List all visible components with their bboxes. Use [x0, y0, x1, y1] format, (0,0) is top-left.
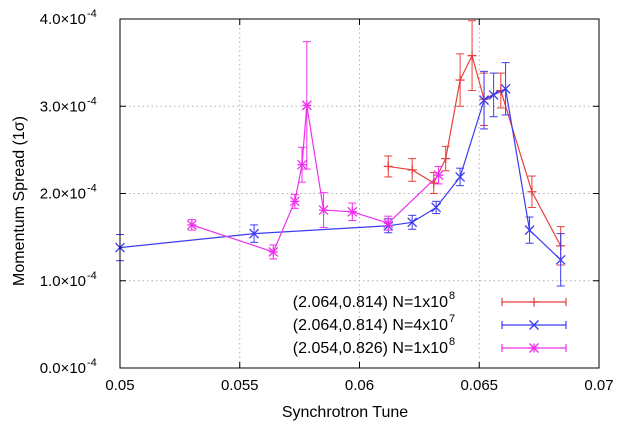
data-point — [407, 217, 418, 228]
legend-marker — [529, 320, 539, 330]
series-2 — [115, 62, 566, 287]
series-1 — [383, 20, 566, 266]
legend-entry-3: (2.054,0.826) N=1x10 8 — [293, 336, 567, 357]
legend-label-exponent: 7 — [449, 313, 455, 325]
marker-stroke — [297, 159, 307, 170]
legend-entry-1: (2.064,0.814) N=1x10 8 — [293, 290, 567, 311]
y-tick-exponent: -4 — [87, 8, 97, 20]
data-point — [297, 159, 307, 170]
marker-stroke — [433, 170, 444, 181]
marker-stroke — [431, 202, 442, 213]
x-axis-label: Synchrotron Tune — [282, 404, 408, 421]
marker-stroke — [529, 343, 539, 353]
data-point — [431, 202, 442, 213]
data-point — [467, 51, 477, 61]
axis-ticks: 0.05 0.055 0.06 0.065 0.070.0×10 -41.0×10 -42.… — [40, 8, 614, 394]
data-point — [527, 187, 537, 197]
y-tick-label: 2.0×10 — [40, 186, 86, 203]
marker-stroke — [479, 95, 489, 106]
x-tick-label: 0.07 — [584, 377, 613, 394]
legend: (2.064,0.814) N=1x10 8(2.064,0.814) N=4x1… — [293, 290, 567, 357]
marker-stroke — [318, 205, 329, 216]
data-point — [407, 165, 417, 175]
y-tick-label: 3.0×10 — [40, 98, 86, 115]
legend-label: (2.064,0.814) N=1x10 — [293, 294, 448, 311]
data-point — [488, 89, 499, 100]
marker-stroke — [524, 225, 535, 236]
x-tick-label: 0.06 — [345, 377, 374, 394]
legend-label: (2.064,0.814) N=4x10 — [293, 317, 448, 334]
y-tick-label: 4.0×10 — [40, 11, 86, 28]
data-point — [455, 75, 465, 85]
marker-stroke — [347, 206, 358, 217]
series-3 — [186, 41, 444, 260]
marker-stroke — [555, 254, 566, 265]
marker-stroke — [455, 171, 466, 182]
data-point — [289, 196, 300, 207]
data-point — [455, 171, 466, 182]
data-point — [441, 154, 451, 164]
series-line — [119, 87, 562, 261]
y-tick-label: 0.0×10 — [40, 360, 86, 377]
legend-marker — [529, 343, 539, 353]
series-layer — [115, 20, 566, 287]
data-point — [433, 170, 444, 181]
data-point — [555, 254, 566, 265]
y-tick-exponent: -4 — [87, 183, 97, 195]
data-point — [268, 246, 279, 257]
legend-label-exponent: 8 — [449, 336, 455, 348]
data-point — [479, 95, 489, 106]
marker-stroke — [407, 217, 418, 228]
y-tick-exponent: -4 — [87, 95, 97, 107]
data-point — [500, 83, 511, 94]
legend-label: (2.054,0.826) N=1x10 — [293, 340, 448, 357]
grid-lines — [120, 19, 599, 368]
marker-stroke — [249, 228, 260, 239]
data-point — [318, 205, 329, 216]
data-point — [249, 228, 260, 239]
y-tick-exponent: -4 — [87, 357, 97, 369]
data-point — [383, 161, 393, 171]
data-point — [524, 225, 535, 236]
data-point — [186, 219, 197, 230]
marker-stroke — [289, 196, 300, 207]
legend-marker — [529, 297, 539, 307]
x-tick-label: 0.055 — [221, 377, 259, 394]
y-tick-label: 1.0×10 — [40, 273, 86, 290]
data-point — [301, 100, 312, 111]
data-point — [383, 218, 394, 229]
marker-stroke — [488, 89, 499, 100]
marker-stroke — [383, 218, 394, 229]
marker-stroke — [529, 320, 539, 330]
y-axis-label: Momentum Spread (1σ) — [11, 116, 28, 286]
legend-label-exponent: 8 — [449, 290, 455, 302]
x-tick-label: 0.05 — [105, 377, 134, 394]
data-point — [347, 206, 358, 217]
marker-stroke — [301, 100, 312, 111]
marker-stroke — [500, 83, 511, 94]
series-line — [388, 53, 562, 247]
x-tick-label: 0.065 — [460, 377, 498, 394]
marker-stroke — [186, 219, 197, 230]
y-tick-exponent: -4 — [87, 270, 97, 282]
marker-stroke — [268, 246, 279, 257]
legend-entry-2: (2.064,0.814) N=4x10 7 — [293, 313, 567, 334]
